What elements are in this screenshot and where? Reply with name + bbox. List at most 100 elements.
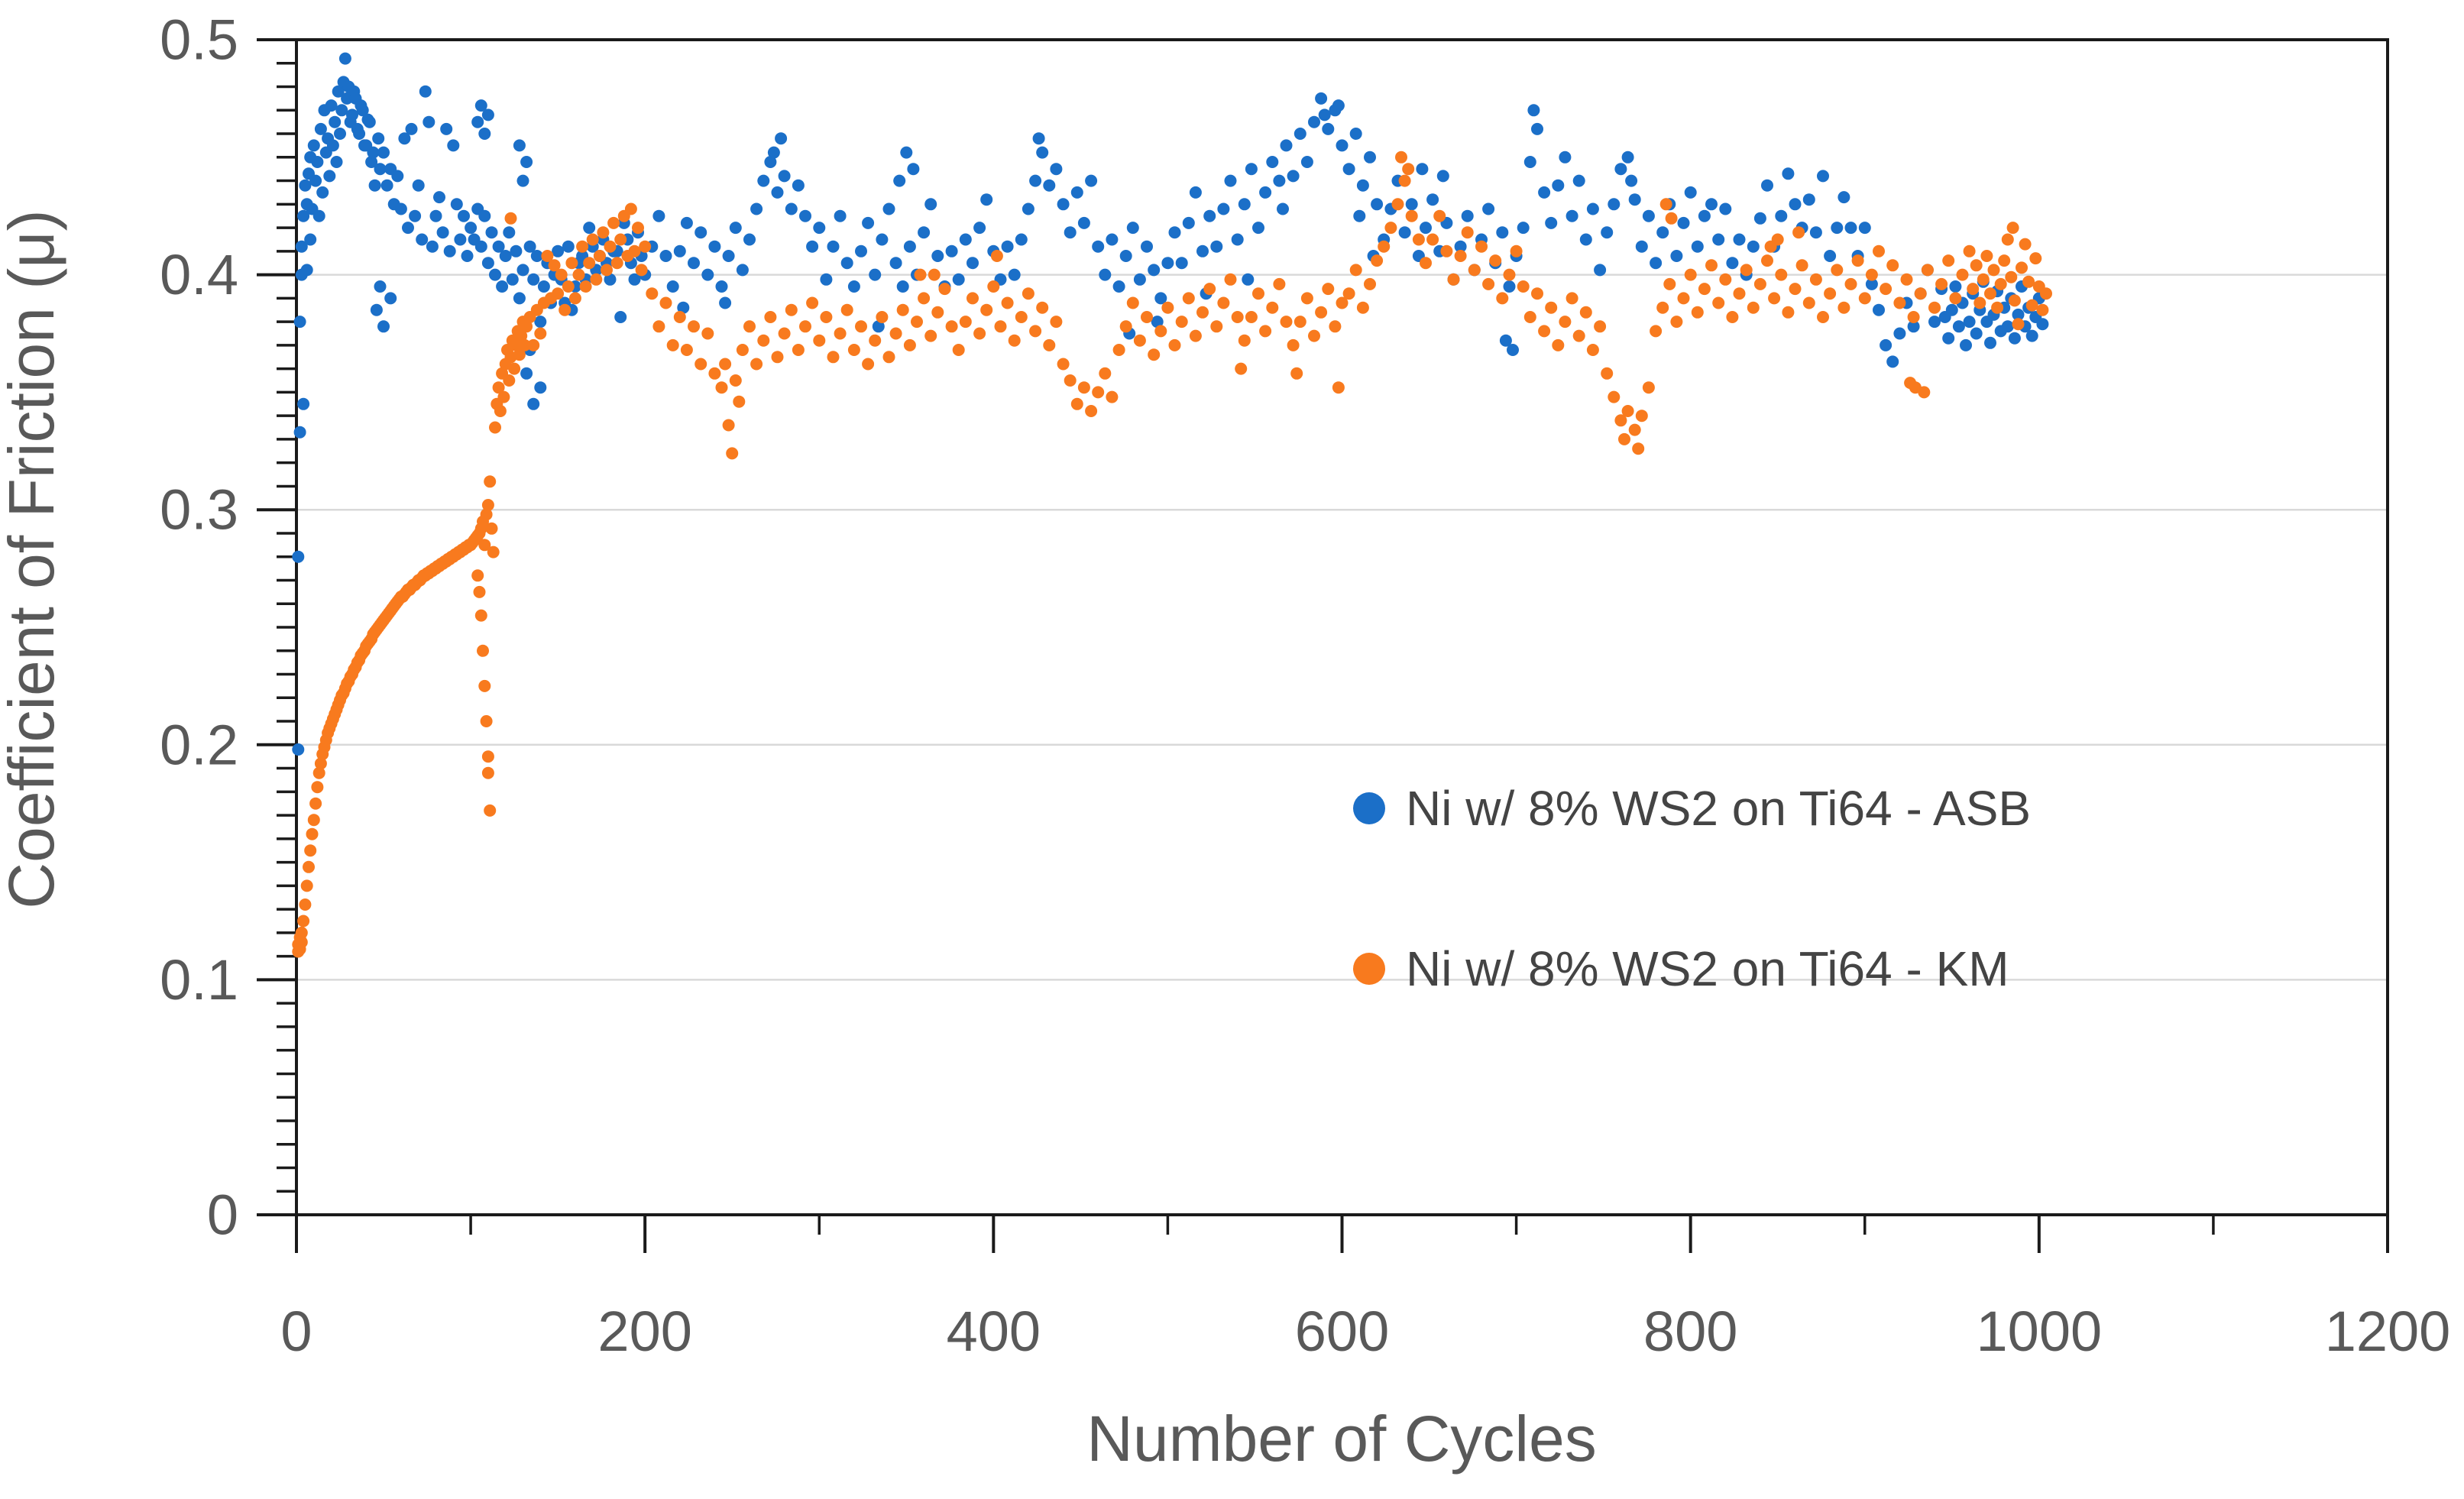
data-point	[722, 250, 735, 262]
data-point	[708, 240, 721, 253]
data-point	[1371, 254, 1384, 267]
data-point	[299, 898, 312, 911]
data-point	[494, 405, 507, 417]
data-point	[391, 170, 404, 183]
data-point	[722, 419, 735, 432]
data-point	[1851, 254, 1864, 267]
data-point	[478, 209, 491, 222]
data-point	[757, 334, 770, 347]
data-point	[639, 240, 652, 253]
y-tick-label: 0.1	[160, 948, 238, 1012]
data-point	[1559, 316, 1572, 329]
data-point	[1336, 296, 1349, 309]
data-point	[447, 139, 460, 152]
legend-marker-asb	[1353, 792, 1385, 824]
data-point	[590, 273, 603, 286]
data-point	[1984, 287, 1996, 300]
data-point	[1886, 259, 1899, 272]
data-point	[1008, 334, 1021, 347]
data-point	[987, 280, 1000, 293]
data-point	[1259, 186, 1272, 199]
data-point	[1691, 306, 1704, 319]
data-point	[695, 226, 707, 239]
data-point	[792, 344, 805, 356]
data-point	[959, 316, 972, 329]
data-point	[1064, 226, 1077, 239]
data-point	[1420, 257, 1432, 270]
y-tick-label: 0	[207, 1183, 238, 1247]
data-point	[1322, 283, 1335, 296]
y-tick-label: 0.2	[160, 713, 238, 776]
data-point	[473, 585, 486, 598]
data-point	[688, 257, 700, 270]
data-point	[1119, 250, 1132, 262]
data-point	[480, 715, 493, 727]
data-point	[1461, 209, 1474, 222]
plot-frame	[295, 38, 2389, 1216]
data-point	[1353, 209, 1366, 222]
data-point	[607, 216, 620, 229]
data-point	[510, 338, 523, 351]
data-point	[778, 327, 791, 340]
data-point	[534, 316, 547, 329]
data-point	[1322, 122, 1335, 135]
data-point	[729, 222, 742, 235]
data-point	[1635, 240, 1648, 253]
data-point	[474, 609, 487, 622]
data-point	[1391, 198, 1404, 211]
data-point	[708, 367, 721, 380]
data-point	[1900, 273, 1913, 286]
data-point	[1918, 386, 1931, 399]
data-point	[1332, 99, 1345, 112]
data-point	[688, 320, 700, 333]
data-point	[1001, 240, 1014, 253]
data-point	[368, 179, 381, 192]
data-point	[820, 273, 833, 286]
data-point	[1151, 316, 1164, 329]
data-point	[677, 301, 690, 314]
data-point	[295, 926, 308, 939]
data-point	[416, 233, 429, 246]
data-point	[785, 202, 798, 215]
data-point	[485, 522, 498, 535]
data-point	[1342, 287, 1355, 300]
data-point	[1336, 139, 1349, 152]
data-point	[604, 273, 617, 286]
data-point	[1259, 325, 1272, 338]
data-point	[1579, 306, 1592, 319]
data-point	[1300, 292, 1313, 305]
data-point	[295, 936, 308, 949]
data-point	[1126, 222, 1139, 235]
data-point	[484, 475, 497, 488]
data-point	[293, 426, 306, 439]
data-point	[510, 244, 523, 257]
data-point	[1621, 151, 1634, 163]
data-point	[1507, 344, 1519, 356]
data-point	[1252, 287, 1264, 300]
data-point	[579, 280, 592, 293]
data-point	[666, 338, 679, 351]
data-point	[1538, 325, 1551, 338]
data-point	[555, 268, 568, 281]
data-point	[1844, 222, 1857, 235]
data-point	[855, 244, 867, 257]
data-point	[1395, 151, 1407, 163]
data-point	[903, 338, 916, 351]
data-point	[1625, 174, 1638, 187]
data-point	[1412, 233, 1425, 246]
data-point	[918, 292, 931, 305]
data-point	[1552, 179, 1565, 192]
data-point	[365, 156, 378, 168]
data-point	[750, 358, 763, 371]
data-point	[1586, 344, 1599, 356]
data-point	[1405, 209, 1418, 222]
data-point	[614, 311, 627, 323]
data-point	[503, 226, 516, 239]
data-point	[1308, 115, 1320, 128]
data-point	[314, 122, 327, 135]
data-point	[1670, 250, 1683, 262]
data-point	[304, 844, 317, 857]
data-point	[412, 179, 425, 192]
data-point	[583, 222, 596, 235]
data-point	[300, 879, 313, 892]
